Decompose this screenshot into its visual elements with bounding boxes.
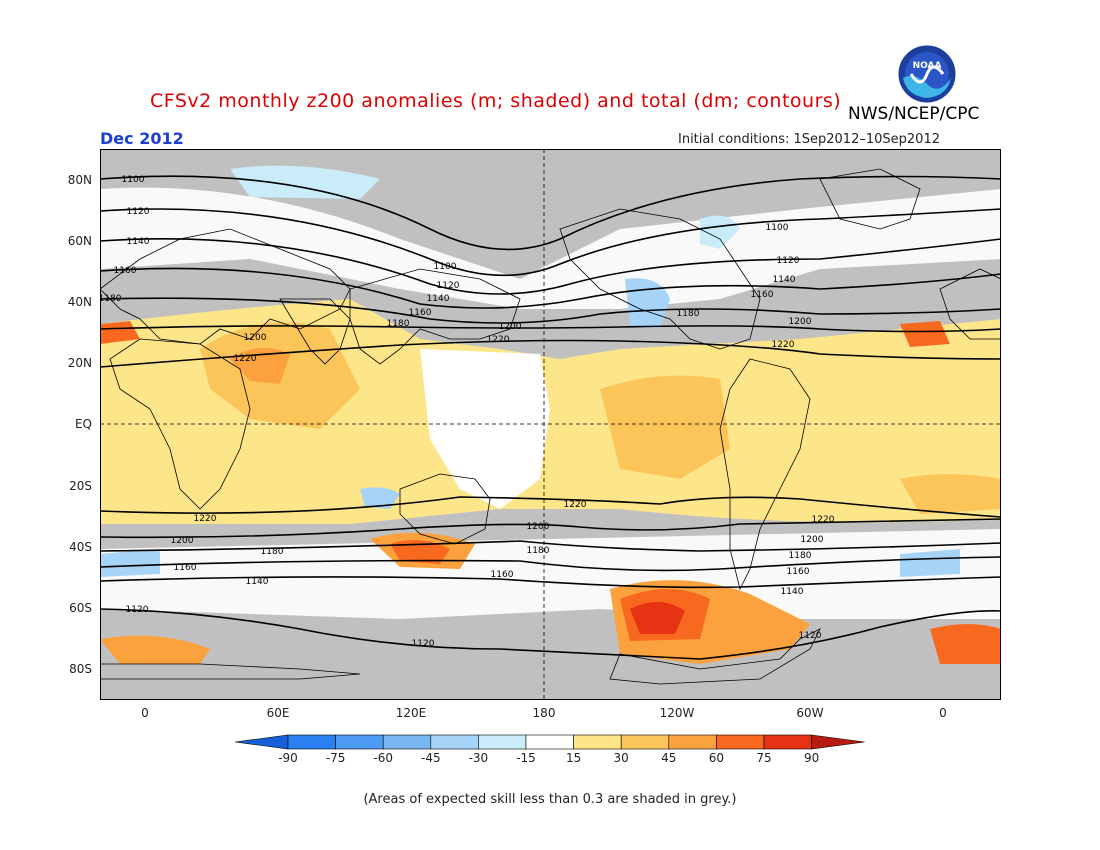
colorbar-cell — [716, 734, 765, 750]
lat-label: 40N — [67, 295, 92, 309]
contour-label: 1180 — [677, 309, 700, 319]
contour-label: 1220 — [194, 514, 217, 524]
contour-label: 1140 — [427, 294, 450, 304]
lat-label: 20S — [69, 479, 92, 493]
lat-label: 20N — [67, 356, 92, 370]
map-frame — [100, 149, 1001, 700]
contour-label: 1100 — [434, 262, 457, 272]
contour-label: 1140 — [246, 577, 269, 587]
contour-label: 1200 — [789, 317, 812, 327]
lat-label: 60N — [67, 234, 92, 248]
anomaly-map: 1100 1120 1140 1160 1180 1200 1220 1100 … — [100, 149, 1001, 700]
contour-label: 1180 — [261, 547, 284, 557]
contour-label: 1220 — [812, 515, 835, 525]
contour-label: 1220 — [564, 500, 587, 510]
contour-label: 1180 — [100, 294, 122, 304]
contour-label: 1220 — [772, 340, 795, 350]
contour-label: 1120 — [127, 207, 150, 217]
contour-label: 1140 — [773, 275, 796, 285]
colorbar-cell — [573, 734, 622, 750]
colorbar-cell — [620, 734, 670, 750]
lon-label: 60W — [796, 706, 824, 720]
lon-label: 0 — [939, 706, 947, 720]
contour-label: 1160 — [114, 266, 137, 276]
colorbar-cell — [763, 734, 812, 750]
contour-label: 1120 — [799, 631, 822, 641]
colorbar-cell — [335, 734, 384, 750]
contour-label: 1160 — [174, 563, 197, 573]
lon-label: 120W — [659, 706, 695, 720]
contour-label: 1140 — [781, 587, 804, 597]
contour-label: 1160 — [751, 290, 774, 300]
contour-label: 1180 — [527, 546, 550, 556]
noaa-logo: NOAA — [897, 44, 957, 104]
colorbar-label: -90 — [278, 751, 298, 765]
colorbar-cell — [668, 734, 717, 750]
contour-label: 1180 — [387, 319, 410, 329]
contour-label: 1220 — [487, 335, 510, 345]
lon-label: 0 — [141, 706, 149, 720]
lon-label: 180 — [532, 706, 556, 720]
colorbar-cell — [287, 734, 336, 750]
colorbar-label: -30 — [468, 751, 489, 765]
contour-label: 1100 — [766, 223, 789, 233]
colorbar-cell — [430, 734, 479, 750]
colorbar-label: -15 — [516, 751, 536, 765]
lat-label: 80S — [69, 662, 92, 676]
footnote: (Areas of expected skill less than 0.3 a… — [363, 792, 737, 807]
contour-label: 1120 — [777, 256, 800, 266]
forecast-month: Dec 2012 — [100, 129, 184, 148]
agency-label: NWS/NCEP/CPC — [848, 104, 980, 124]
height-contours — [100, 175, 1001, 660]
contour-label: 1100 — [122, 175, 145, 185]
colorbar-label: 15 — [565, 751, 582, 765]
contour-label: 1160 — [787, 567, 810, 577]
colorbar-cell — [811, 734, 865, 750]
lon-label: 120E — [395, 706, 427, 720]
contour-label: 1140 — [127, 237, 150, 247]
contour-label: 1160 — [491, 570, 514, 580]
contour-label: 1180 — [789, 551, 812, 561]
contour-label: 1220 — [234, 354, 257, 364]
lat-label: 40S — [69, 540, 92, 554]
colorbar-label: -60 — [373, 751, 393, 765]
coastlines — [100, 168, 1001, 685]
colorbar-label: 60 — [708, 751, 725, 765]
lon-label: 60E — [266, 706, 290, 720]
colorbar-label: 30 — [613, 751, 629, 765]
chart-title: CFSv2 monthly z200 anomalies (m; shaded)… — [150, 90, 842, 112]
contour-label: 1160 — [409, 308, 432, 318]
colorbar-cell — [382, 734, 432, 750]
colorbar-cell — [525, 734, 574, 750]
colorbar — [235, 734, 865, 750]
colorbar-cell — [235, 734, 289, 750]
contour-label: 1120 — [437, 281, 460, 291]
contour-label: 1200 — [527, 522, 550, 532]
logo-text: NOAA — [913, 61, 942, 71]
contour-label: 1120 — [412, 639, 435, 649]
contour-label: 1200 — [171, 536, 194, 546]
colorbar-label: 90 — [803, 751, 820, 765]
initial-conditions: Initial conditions: 1Sep2012–10Sep2012 — [678, 132, 940, 147]
contour-label: 1200 — [244, 333, 267, 343]
colorbar-cell — [478, 734, 527, 750]
contour-label: 1120 — [126, 605, 149, 615]
lat-label: EQ — [74, 417, 92, 431]
colorbar-label: 45 — [661, 751, 677, 765]
contour-label: 1200 — [499, 322, 522, 332]
colorbar-label: 75 — [756, 751, 772, 765]
lat-label: 60S — [69, 601, 92, 615]
lat-label: 80N — [67, 173, 92, 187]
contour-label: 1200 — [801, 535, 824, 545]
colorbar-label: -45 — [420, 751, 441, 765]
colorbar-label: -75 — [325, 751, 346, 765]
